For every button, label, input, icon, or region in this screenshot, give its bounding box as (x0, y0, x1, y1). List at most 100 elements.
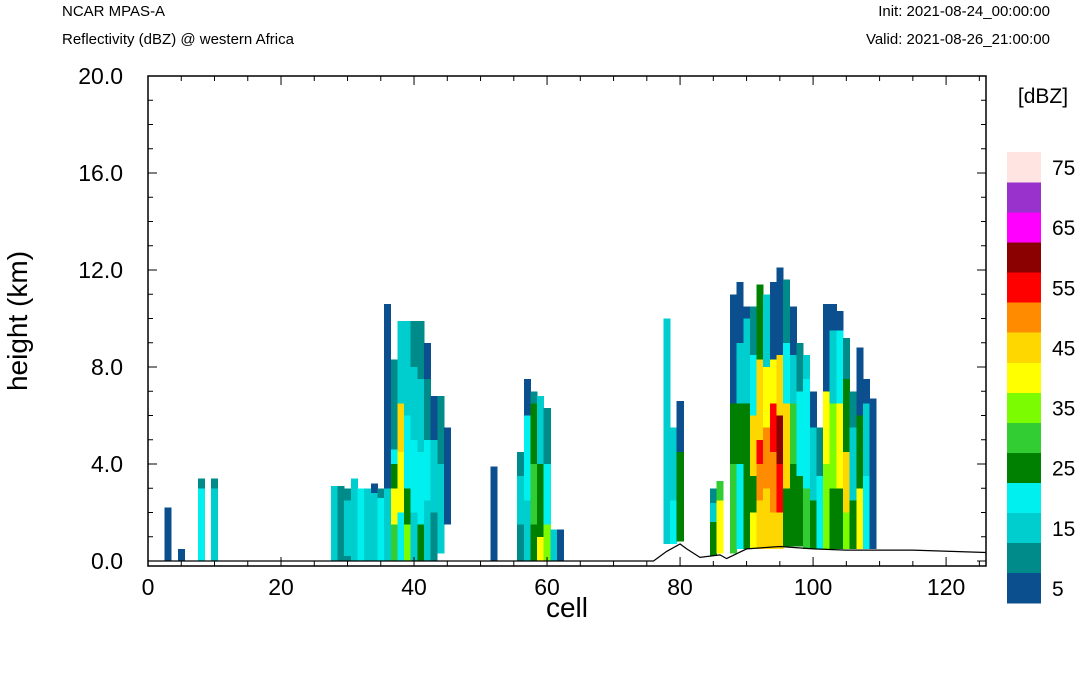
reflectivity-cell (809, 427, 817, 501)
y-tick-label: 20.0 (78, 63, 123, 89)
reflectivity-cells (164, 267, 877, 562)
colorbar-swatch (1007, 512, 1041, 544)
reflectivity-cell (803, 379, 811, 489)
colorbar-swatch (1007, 392, 1041, 423)
reflectivity-cell (776, 267, 784, 355)
reflectivity-cell (537, 396, 545, 464)
reflectivity-cell (836, 488, 844, 549)
reflectivity-cell (829, 330, 837, 404)
reflectivity-cell (410, 512, 418, 561)
reflectivity-cell (443, 427, 452, 525)
reflectivity-cell (537, 464, 545, 537)
reflectivity-cell (743, 306, 751, 319)
reflectivity-cell (517, 476, 525, 525)
reflectivity-cell (843, 451, 851, 513)
reflectivity-cell (869, 451, 877, 549)
reflectivity-cell (430, 439, 438, 513)
reflectivity-cell (789, 354, 797, 404)
reflectivity-cell (789, 403, 797, 465)
y-tick-label: 16.0 (78, 160, 123, 186)
reflectivity-cell (736, 403, 744, 465)
x-tick-label: 60 (534, 574, 560, 600)
y-tick-label: 12.0 (78, 257, 123, 283)
reflectivity-cell (211, 488, 219, 561)
reflectivity-cell (397, 512, 405, 561)
reflectivity-cell (743, 318, 751, 404)
colorbar-swatch (1007, 302, 1041, 333)
reflectivity-cell (823, 391, 831, 464)
reflectivity-cell (410, 320, 418, 367)
colorbar-unit: [dBZ] (1018, 85, 1068, 108)
reflectivity-cell (397, 403, 405, 452)
reflectivity-cell (836, 403, 844, 489)
reflectivity-cell (430, 512, 438, 561)
reflectivity-cell (783, 488, 791, 547)
reflectivity-cell (729, 294, 737, 404)
reflectivity-cell (709, 488, 718, 503)
reflectivity-cell (796, 391, 804, 477)
reflectivity-cell (530, 391, 538, 404)
x-axis-title: cell (546, 592, 588, 623)
reflectivity-cell (769, 359, 777, 404)
reflectivity-cell (424, 500, 432, 562)
colorbar-swatch (1007, 362, 1041, 393)
reflectivity-cell (537, 536, 545, 561)
reflectivity-cell (384, 303, 392, 489)
x-tick-label: 40 (401, 574, 427, 600)
reflectivity-cell (843, 337, 851, 380)
reflectivity-cell (676, 400, 684, 452)
reflectivity-cell (763, 488, 771, 549)
y-axis-title: height (km) (2, 251, 33, 391)
reflectivity-cell (197, 478, 205, 489)
reflectivity-cell (796, 342, 804, 392)
reflectivity-cell (729, 464, 737, 554)
reflectivity-cell (350, 478, 358, 561)
reflectivity-cell (789, 306, 797, 355)
reflectivity-cell (769, 282, 777, 360)
reflectivity-cell (843, 379, 851, 452)
terrain-line (148, 543, 987, 562)
reflectivity-cell (862, 476, 871, 549)
reflectivity-cell (789, 464, 797, 547)
reflectivity-cell (849, 427, 857, 501)
colorbar-swatch (1007, 152, 1041, 183)
colorbar: 5 15 25 35 45 55 65 75 (1007, 152, 1075, 604)
reflectivity-cell (776, 512, 784, 549)
reflectivity-cell (390, 449, 398, 464)
reflectivity-cell (803, 354, 811, 380)
colorbar-label: 15 (1052, 518, 1075, 541)
reflectivity-cell (437, 464, 445, 554)
reflectivity-cell (557, 529, 565, 561)
colorbar-swatch (1007, 422, 1041, 453)
reflectivity-cell (523, 415, 531, 501)
colorbar-swatch (1007, 212, 1041, 243)
colorbar-swatch (1007, 482, 1041, 514)
x-tick-label: 100 (794, 574, 832, 600)
reflectivity-cell (211, 478, 219, 489)
reflectivity-cell (856, 347, 864, 416)
reflectivity-cell (809, 500, 817, 549)
x-tick-label: 0 (142, 574, 155, 600)
reflectivity-cell (377, 497, 385, 561)
reflectivity-cell (670, 500, 678, 545)
reflectivity-cell (823, 303, 831, 392)
reflectivity-cell (763, 427, 771, 489)
reflectivity-cell (410, 439, 418, 513)
reflectivity-cell (424, 342, 432, 380)
reflectivity-cell (337, 485, 345, 561)
reflectivity-cell (390, 524, 398, 562)
reflectivity-cell (776, 354, 784, 416)
reflectivity-cell (749, 306, 757, 355)
colorbar-swatch (1007, 182, 1041, 213)
reflectivity-cell (424, 379, 432, 440)
terrain-polyline (148, 543, 987, 562)
plot-frame (147, 75, 987, 567)
reflectivity-cell (670, 427, 678, 501)
reflectivity-cell (836, 311, 844, 331)
reflectivity-cell (749, 476, 757, 513)
reflectivity-cell (344, 500, 352, 557)
reflectivity-cell (849, 391, 857, 428)
reflectivity-cell (530, 524, 538, 562)
init-time: Init: 2021-08-24_00:00:00 (878, 3, 1050, 20)
colorbar-label: 5 (1052, 578, 1064, 601)
